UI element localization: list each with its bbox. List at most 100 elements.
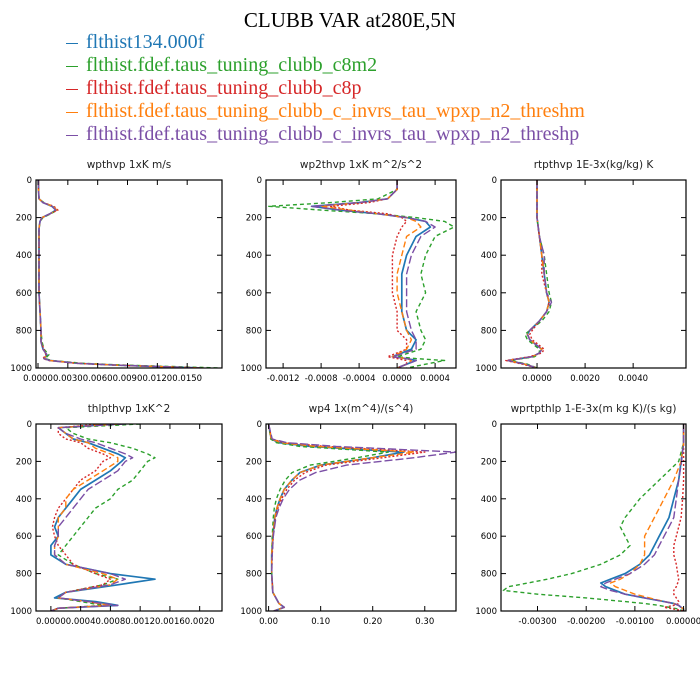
x-tick-label: -0.0004: [343, 374, 376, 384]
y-tick-label: 600: [16, 289, 32, 299]
y-tick-label: 0: [27, 176, 32, 186]
y-tick-label: 600: [246, 289, 262, 299]
x-tick-label: 0.0000: [36, 617, 66, 627]
plot-frame: [35, 423, 223, 612]
y-tick-label: 0: [257, 420, 262, 430]
y-tick-label: 800: [16, 570, 32, 580]
y-tick-label: 800: [246, 326, 262, 336]
x-tick-label: 0.20: [363, 617, 382, 627]
legend-label: flthist.fdef.taus_tuning_clubb_c8p: [86, 77, 362, 99]
plot-area: [37, 180, 220, 368]
series-line: [507, 180, 550, 368]
y-tick-label: 800: [481, 326, 497, 336]
legend-label: flthist.fdef.taus_tuning_clubb_c8m2: [86, 54, 378, 76]
legend-label: flthist134.000f: [86, 31, 205, 53]
panel-title: wp4 1x(m^4)/(s^4): [309, 403, 414, 415]
x-tick-label: 0.00000: [666, 617, 700, 627]
panel-title: wpthvp 1xK m/s: [87, 159, 172, 171]
series-line: [505, 180, 550, 368]
x-tick-label: 0.0020: [570, 374, 600, 384]
y-tick-label: 0: [257, 176, 262, 186]
y-tick-label: 1000: [240, 364, 262, 374]
series-line: [267, 424, 426, 611]
series-line: [507, 180, 553, 368]
legend-swatch: [66, 88, 78, 90]
y-tick-label: 600: [16, 532, 32, 542]
x-tick-label: 0.0060: [83, 374, 113, 384]
y-tick-label: 800: [16, 326, 32, 336]
series-line: [37, 180, 203, 368]
legend-item: flthist.fdef.taus_tuning_clubb_c8p: [66, 77, 585, 100]
legend-swatch: [66, 134, 78, 136]
x-tick-label: 0.0000: [382, 374, 412, 384]
legend: flthist134.000f flthist.fdef.taus_tuning…: [66, 31, 585, 146]
x-tick-label: 0.0004: [66, 617, 96, 627]
y-tick-label: 600: [481, 289, 497, 299]
y-tick-label: 200: [481, 214, 497, 224]
y-tick-label: 1000: [10, 607, 32, 617]
x-tick-label: -0.0008: [305, 374, 338, 384]
x-tick-label: 0.0000: [23, 374, 53, 384]
x-tick-label: 0.0020: [185, 617, 215, 627]
x-tick-label: 0.30: [415, 617, 434, 627]
panel-title: wp2thvp 1xK m^2/s^2: [300, 159, 422, 171]
legend-swatch: [66, 111, 78, 113]
series-line: [50, 424, 119, 611]
y-tick-label: 1000: [240, 607, 262, 617]
y-tick-label: 200: [246, 457, 262, 467]
series-line: [507, 180, 550, 368]
plot-area: [268, 180, 455, 368]
legend-swatch: [66, 42, 78, 44]
chart-panel: wp2thvp 1xK m^2/s^2 0 200 400 600 800 1000 -0.0…: [240, 159, 457, 384]
legend-label: flthist.fdef.taus_tuning_clubb_c_invrs_t…: [86, 100, 585, 122]
series-line: [310, 180, 436, 368]
series-line: [37, 180, 198, 368]
y-tick-label: 200: [16, 214, 32, 224]
series-line: [609, 424, 685, 611]
plot-area: [502, 424, 685, 611]
plot-area: [505, 180, 553, 368]
x-tick-label: 0.0120: [142, 374, 172, 384]
x-tick-label: 0.0150: [172, 374, 202, 384]
x-tick-label: 0.0008: [96, 617, 126, 627]
y-tick-label: 600: [246, 532, 262, 542]
y-tick-label: 200: [16, 457, 32, 467]
x-tick-label: -0.00200: [567, 617, 605, 627]
plot-frame: [500, 179, 687, 369]
x-tick-label: 0.0016: [155, 617, 185, 627]
panel-title: wprtpthlp 1-E-3x(m kg K)/(s kg): [511, 403, 677, 415]
series-line: [267, 424, 389, 611]
x-tick-label: 0.00: [259, 617, 278, 627]
y-tick-label: 0: [492, 176, 497, 186]
legend-swatch: [66, 65, 78, 67]
y-tick-label: 600: [481, 532, 497, 542]
x-tick-label: 0.0040: [618, 374, 648, 384]
series-line: [37, 180, 204, 368]
panel-title: thlpthvp 1xK^2: [88, 403, 171, 415]
x-tick-label: 0.0004: [420, 374, 450, 384]
series-line: [37, 180, 220, 368]
plot-frame: [35, 179, 223, 369]
plot-frame: [500, 423, 687, 612]
plot-frame: [265, 179, 457, 369]
series-line: [50, 424, 134, 611]
series-line: [37, 180, 202, 368]
plot-area: [50, 424, 156, 611]
y-tick-label: 200: [481, 457, 497, 467]
x-tick-label: 0.10: [311, 617, 330, 627]
x-tick-label: -0.00300: [518, 617, 556, 627]
legend-item: flthist.fdef.taus_tuning_clubb_c_invrs_t…: [66, 123, 585, 146]
series-line: [268, 180, 455, 368]
x-tick-label: 0.0012: [125, 617, 155, 627]
legend-item: flthist134.000f: [66, 31, 585, 54]
y-tick-label: 0: [27, 420, 32, 430]
y-tick-label: 400: [246, 495, 262, 505]
y-tick-label: 400: [16, 495, 32, 505]
legend-label: flthist.fdef.taus_tuning_clubb_c_invrs_t…: [86, 123, 580, 145]
legend-item: flthist.fdef.taus_tuning_clubb_c8m2: [66, 54, 585, 77]
y-tick-label: 400: [481, 251, 497, 261]
